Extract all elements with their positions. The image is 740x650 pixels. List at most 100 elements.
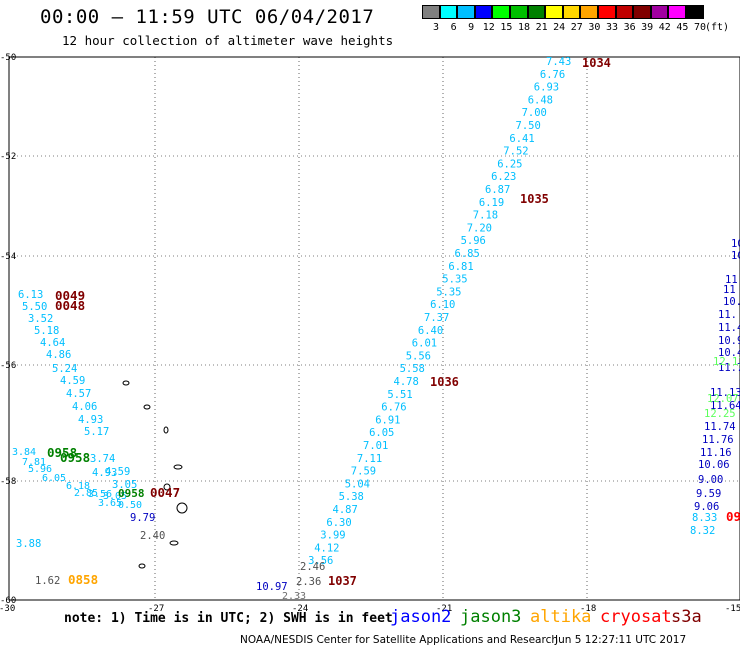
wave-height-value: 7.20 bbox=[467, 222, 492, 234]
longitude-label: -30 bbox=[0, 604, 15, 614]
legend-swatch bbox=[527, 5, 546, 19]
latitude-label: -58 bbox=[0, 477, 16, 487]
island-outline bbox=[169, 540, 179, 546]
legend-swatch bbox=[474, 5, 493, 19]
wave-height-value: 5.17 bbox=[84, 426, 109, 438]
wave-height-value: 6.76 bbox=[381, 402, 406, 414]
wave-height-value: 8.33 bbox=[692, 512, 717, 524]
legend-label: 27 bbox=[570, 22, 583, 33]
wave-height-value: 4.59 bbox=[105, 466, 130, 478]
wave-height-value: 3.88 bbox=[16, 538, 41, 550]
wave-height-value: 5.96 bbox=[461, 235, 486, 247]
island-outline bbox=[173, 464, 183, 470]
wave-height-value: 6.10 bbox=[430, 299, 455, 311]
wave-height-value: 3.52 bbox=[28, 313, 53, 325]
wave-height-value: 6.41 bbox=[509, 133, 534, 145]
wave-height-value: 5.96 bbox=[28, 464, 52, 475]
wave-height-value: 5.50 bbox=[22, 301, 47, 313]
wave-height-value: 4.12 bbox=[314, 542, 339, 554]
wave-height-value: 12.13 bbox=[713, 356, 740, 368]
wave-height-value: 4.59 bbox=[60, 375, 85, 387]
wave-height-value: 6.23 bbox=[491, 171, 516, 183]
overpass-time-label: 0047 bbox=[150, 485, 180, 500]
legend-swatch bbox=[422, 5, 440, 19]
legend-label: 42 bbox=[658, 22, 671, 33]
legend-label: 9 bbox=[468, 22, 475, 33]
wave-height-value: 7.50 bbox=[516, 120, 541, 132]
overpass-time-label: 0958 bbox=[47, 445, 77, 460]
legend-label: 24 bbox=[553, 22, 566, 33]
wave-height-value: 4.64 bbox=[40, 337, 65, 349]
footer-note: note: 1) Time is in UTC; 2) SWH is in fe… bbox=[64, 611, 393, 626]
wave-height-value: 6.19 bbox=[479, 197, 504, 209]
legend-swatch bbox=[457, 5, 475, 19]
wave-height-value: 6.30 bbox=[326, 517, 351, 529]
legend-swatch bbox=[492, 5, 510, 19]
wave-height-value: 4.86 bbox=[46, 349, 71, 361]
wave-height-value: 7.43 bbox=[546, 56, 571, 68]
credit-text: NOAA/NESDIS Center for Satellite Applica… bbox=[240, 634, 558, 646]
wave-height-value: 11.16 bbox=[700, 447, 732, 459]
legend-label: 39 bbox=[641, 22, 654, 33]
wave-height-value: 2.40 bbox=[140, 530, 165, 542]
wave-height-value: 4.78 bbox=[394, 376, 419, 388]
wave-height-value: 5.56 bbox=[406, 350, 431, 362]
satellite-s3a: s3a bbox=[671, 607, 702, 627]
wave-height-value: 6.25 bbox=[497, 158, 522, 170]
island-outline bbox=[138, 563, 146, 569]
legend-label: 12 bbox=[482, 22, 495, 33]
wave-height-value: 7.01 bbox=[363, 440, 388, 452]
wave-height-value: 9.59 bbox=[696, 488, 721, 500]
legend-label: 36 bbox=[623, 22, 636, 33]
wave-height-value: 3.74 bbox=[90, 453, 115, 465]
wave-height-value: 5.58 bbox=[400, 363, 425, 375]
legend-swatch bbox=[439, 5, 458, 19]
wave-height-value: 11.74 bbox=[704, 421, 736, 433]
wave-height-value: 5.35 bbox=[436, 286, 461, 298]
overpass-time-label: 1034 bbox=[582, 56, 611, 70]
wave-height-value: 7.81 bbox=[22, 457, 46, 468]
wave-height-value: 4.93 bbox=[78, 414, 103, 426]
latitude-label: -56 bbox=[0, 361, 16, 371]
wave-height-value: 10 bbox=[731, 250, 740, 262]
wave-height-value: 11 bbox=[723, 284, 736, 296]
wave-height-value: 11.7 bbox=[718, 362, 740, 374]
wave-height-value: 2.33 bbox=[282, 591, 306, 602]
wave-height-value: 11.76 bbox=[702, 434, 734, 446]
legend-swatch bbox=[510, 5, 528, 19]
wave-height-value: 5.51 bbox=[387, 389, 412, 401]
overpass-time-label: 0958 bbox=[60, 450, 90, 465]
wave-height-value: 12.07 bbox=[707, 393, 739, 405]
wave-height-value: 2.85 bbox=[74, 488, 98, 499]
legend-swatch bbox=[650, 5, 669, 19]
wave-height-value: 6.91 bbox=[375, 414, 400, 426]
legend-swatch bbox=[668, 5, 686, 19]
wave-height-value: 6.18 bbox=[66, 481, 90, 492]
longitude-label: -21 bbox=[436, 604, 452, 614]
wave-height-value: 6.85 bbox=[455, 248, 480, 260]
wave-height-value: 7.11 bbox=[357, 453, 382, 465]
overpass-time-label: 0048 bbox=[55, 298, 85, 313]
legend-label: 30 bbox=[588, 22, 601, 33]
wave-height-value: 10.97 bbox=[256, 581, 288, 593]
legend-unit: (ft) bbox=[705, 22, 730, 33]
wave-height-value: 5.35 bbox=[442, 274, 467, 286]
wave-height-value: 6.81 bbox=[448, 261, 473, 273]
legend-label: 45 bbox=[676, 22, 689, 33]
wave-height-value: 7.18 bbox=[473, 210, 498, 222]
wave-height-value: 12.25 bbox=[704, 408, 736, 420]
island-outline bbox=[143, 404, 151, 410]
wave-height-value: 6.48 bbox=[528, 94, 553, 106]
wave-height-value: 4.57 bbox=[66, 388, 91, 400]
island-outline bbox=[176, 502, 188, 514]
wave-height-value: 2.36 bbox=[296, 576, 321, 588]
wave-height-value: 0.50 bbox=[118, 500, 142, 511]
legend-label: 18 bbox=[517, 22, 531, 33]
wave-height-value: 11.64 bbox=[710, 400, 740, 412]
wave-height-value: 10.06 bbox=[698, 459, 730, 471]
legend-label: 6 bbox=[450, 22, 457, 33]
latitude-label: -50 bbox=[0, 53, 16, 63]
legend-label: 70 bbox=[693, 22, 707, 33]
map-frame bbox=[8, 56, 740, 601]
